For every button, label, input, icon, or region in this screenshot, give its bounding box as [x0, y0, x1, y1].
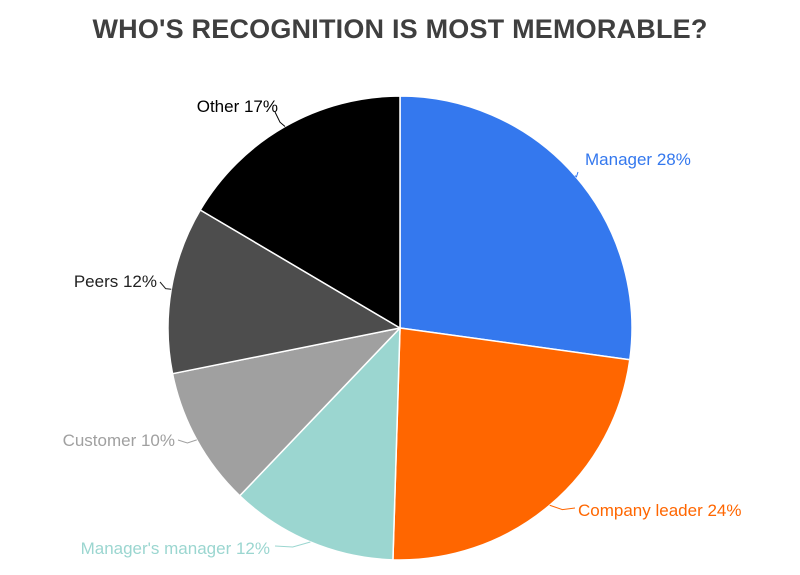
slice-label-peers: Peers 12%: [74, 272, 157, 291]
pie-slice-peers: [167, 209, 401, 375]
leader-line-manager-s-manager: [274, 541, 311, 548]
leader-line-company-leader: [549, 504, 576, 511]
label-leader-lines: [159, 111, 579, 548]
slice-label-manager-s-manager: Manager's manager 12%: [81, 539, 270, 558]
slice-label-manager: Manager 28%: [585, 150, 691, 169]
chart-title: WHO'S RECOGNITION IS MOST MEMORABLE?: [92, 14, 708, 44]
leader-line-peers: [159, 281, 172, 290]
pie-slice-other: [199, 95, 401, 329]
slice-label-other: Other 17%: [197, 97, 278, 116]
slice-label-company-leader: Company leader 24%: [578, 501, 741, 520]
leader-line-other: [274, 111, 286, 127]
pie-slice-manager-s-manager: [238, 327, 401, 561]
leader-line-customer: [177, 439, 197, 444]
leader-line-manager: [574, 171, 579, 178]
pie-slice-customer: [171, 327, 401, 497]
slice-labels: Manager 28% Company leader 24% Manager's m…: [63, 97, 742, 558]
pie-slices: [167, 95, 633, 561]
pie-slice-company-leader: [392, 327, 631, 561]
slice-label-customer: Customer 10%: [63, 431, 175, 450]
pie-slice-manager: [399, 95, 633, 361]
